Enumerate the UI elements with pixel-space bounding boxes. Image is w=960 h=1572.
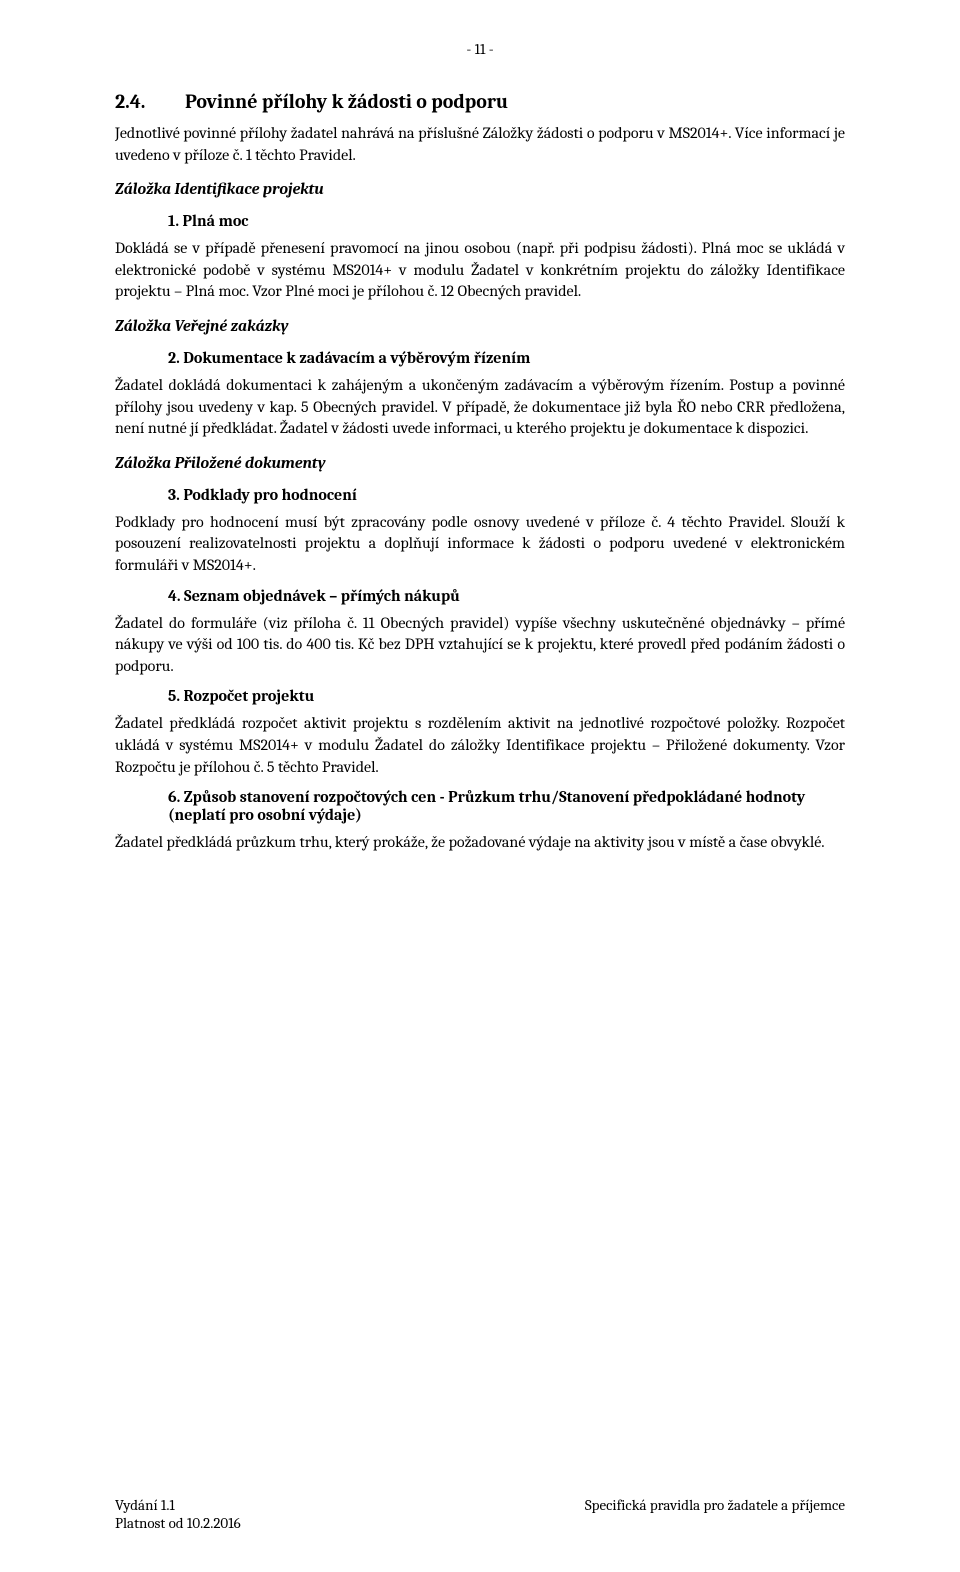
- paragraph: Žadatel dokládá dokumentaci k zahájeným …: [115, 375, 845, 440]
- paragraph: Dokládá se v případě přenesení pravomocí…: [115, 238, 845, 303]
- paragraph: Jednotlivé povinné přílohy žadatel nahrá…: [115, 123, 845, 166]
- heading-number: 2.4.: [115, 90, 185, 113]
- subheading-prilozene-dokumenty: Záložka Přiložené dokumenty: [115, 454, 845, 472]
- item-plna-moc: 1. Plná moc: [168, 212, 845, 230]
- subheading-verejne-zakazky: Záložka Veřejné zakázky: [115, 317, 845, 335]
- section-heading: 2.4. Povinné přílohy k žádosti o podporu: [115, 90, 845, 113]
- footer-right: Specifická pravidla pro žadatele a příje…: [585, 1496, 845, 1514]
- item-pruzkum-trhu: 6. Způsob stanovení rozpočtových cen - P…: [168, 788, 845, 824]
- item-podklady: 3. Podklady pro hodnocení: [168, 486, 845, 504]
- item-dokumentace: 2. Dokumentace k zadávacím a výběrovým ř…: [168, 349, 845, 367]
- paragraph: Podklady pro hodnocení musí být zpracová…: [115, 512, 845, 577]
- heading-title: Povinné přílohy k žádosti o podporu: [185, 90, 508, 113]
- item-seznam-objednavek: 4. Seznam objednávek – přímých nákupů: [168, 587, 845, 605]
- page-number: - 11 -: [115, 40, 845, 58]
- paragraph: Žadatel předkládá průzkum trhu, který pr…: [115, 832, 845, 854]
- subheading-identifikace: Záložka Identifikace projektu: [115, 180, 845, 198]
- page-footer: Vydání 1.1 Platnost od 10.2.2016 Specifi…: [115, 1496, 845, 1532]
- paragraph: Žadatel předkládá rozpočet aktivit proje…: [115, 713, 845, 778]
- footer-edition: Vydání 1.1: [115, 1496, 241, 1514]
- item-rozpocet: 5. Rozpočet projektu: [168, 687, 845, 705]
- document-page: - 11 - 2.4. Povinné přílohy k žádosti o …: [0, 0, 960, 1572]
- footer-left: Vydání 1.1 Platnost od 10.2.2016: [115, 1496, 241, 1532]
- paragraph: Žadatel do formuláře (viz příloha č. 11 …: [115, 613, 845, 678]
- footer-validity-date: Platnost od 10.2.2016: [115, 1514, 241, 1532]
